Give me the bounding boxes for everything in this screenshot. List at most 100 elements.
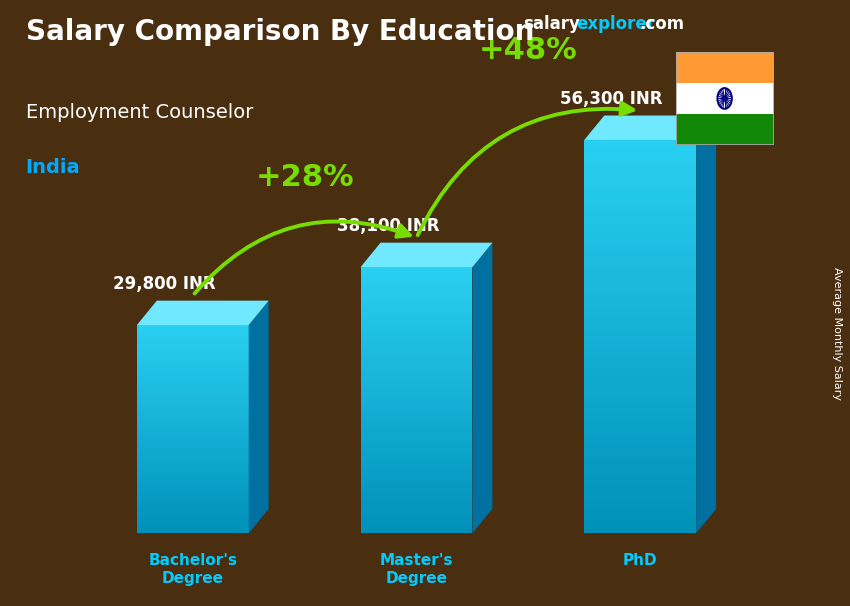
Polygon shape	[584, 448, 696, 454]
Polygon shape	[137, 519, 249, 523]
Polygon shape	[249, 301, 269, 533]
Polygon shape	[137, 374, 249, 377]
Polygon shape	[584, 481, 696, 487]
Polygon shape	[137, 419, 249, 422]
Polygon shape	[360, 462, 473, 467]
Polygon shape	[137, 433, 249, 436]
Polygon shape	[137, 346, 249, 350]
Circle shape	[723, 96, 726, 101]
Polygon shape	[137, 464, 249, 467]
Polygon shape	[137, 457, 249, 461]
Polygon shape	[584, 291, 696, 298]
Polygon shape	[360, 311, 473, 316]
Polygon shape	[360, 480, 473, 484]
Polygon shape	[584, 343, 696, 350]
Polygon shape	[584, 435, 696, 442]
Polygon shape	[137, 502, 249, 505]
Polygon shape	[360, 524, 473, 529]
Polygon shape	[584, 422, 696, 428]
Text: 38,100 INR: 38,100 INR	[337, 217, 439, 235]
Polygon shape	[584, 514, 696, 520]
Polygon shape	[360, 529, 473, 533]
Polygon shape	[584, 116, 716, 140]
Polygon shape	[360, 356, 473, 361]
Polygon shape	[584, 494, 696, 501]
Polygon shape	[360, 476, 473, 480]
Polygon shape	[360, 498, 473, 502]
Polygon shape	[584, 468, 696, 474]
Polygon shape	[360, 307, 473, 311]
Text: salary: salary	[523, 15, 580, 33]
Polygon shape	[473, 242, 492, 533]
Polygon shape	[584, 147, 696, 153]
Polygon shape	[360, 493, 473, 498]
Polygon shape	[360, 445, 473, 449]
Polygon shape	[137, 516, 249, 519]
Polygon shape	[584, 317, 696, 324]
Polygon shape	[584, 140, 696, 147]
Polygon shape	[137, 461, 249, 464]
Polygon shape	[360, 289, 473, 294]
Polygon shape	[360, 467, 473, 471]
Polygon shape	[137, 450, 249, 453]
Polygon shape	[584, 304, 696, 310]
Polygon shape	[584, 298, 696, 304]
Polygon shape	[584, 159, 696, 166]
Polygon shape	[137, 426, 249, 429]
Polygon shape	[584, 324, 696, 330]
Polygon shape	[360, 396, 473, 400]
Polygon shape	[360, 294, 473, 298]
Polygon shape	[584, 166, 696, 173]
Polygon shape	[360, 440, 473, 445]
Polygon shape	[137, 377, 249, 381]
Polygon shape	[137, 391, 249, 395]
Polygon shape	[137, 405, 249, 408]
Polygon shape	[360, 347, 473, 351]
Polygon shape	[137, 509, 249, 513]
Polygon shape	[137, 408, 249, 412]
Polygon shape	[360, 427, 473, 431]
Polygon shape	[584, 179, 696, 186]
Text: +28%: +28%	[255, 163, 354, 191]
Polygon shape	[584, 363, 696, 370]
Polygon shape	[137, 360, 249, 363]
Polygon shape	[137, 422, 249, 426]
Polygon shape	[137, 370, 249, 374]
Polygon shape	[137, 336, 249, 339]
Polygon shape	[584, 225, 696, 231]
Polygon shape	[584, 173, 696, 179]
Polygon shape	[360, 325, 473, 329]
Polygon shape	[137, 474, 249, 478]
Polygon shape	[360, 507, 473, 511]
Polygon shape	[360, 351, 473, 356]
Polygon shape	[137, 415, 249, 419]
Polygon shape	[584, 205, 696, 212]
Polygon shape	[584, 251, 696, 258]
Polygon shape	[137, 401, 249, 405]
Polygon shape	[584, 258, 696, 265]
Polygon shape	[360, 409, 473, 413]
Polygon shape	[360, 281, 473, 285]
Polygon shape	[584, 271, 696, 278]
Polygon shape	[584, 442, 696, 448]
Text: +48%: +48%	[479, 36, 578, 65]
Polygon shape	[360, 373, 473, 378]
Polygon shape	[360, 449, 473, 453]
Polygon shape	[137, 471, 249, 474]
Polygon shape	[360, 342, 473, 347]
Polygon shape	[137, 523, 249, 527]
Polygon shape	[137, 363, 249, 367]
Polygon shape	[137, 395, 249, 398]
Text: .com: .com	[639, 15, 684, 33]
Polygon shape	[137, 467, 249, 471]
Polygon shape	[360, 418, 473, 422]
Text: PhD: PhD	[623, 553, 658, 568]
Polygon shape	[360, 520, 473, 524]
Text: Employment Counselor: Employment Counselor	[26, 103, 253, 122]
Polygon shape	[584, 389, 696, 396]
Polygon shape	[584, 193, 696, 199]
Polygon shape	[137, 527, 249, 530]
Polygon shape	[137, 453, 249, 457]
Polygon shape	[584, 278, 696, 284]
Polygon shape	[584, 310, 696, 317]
